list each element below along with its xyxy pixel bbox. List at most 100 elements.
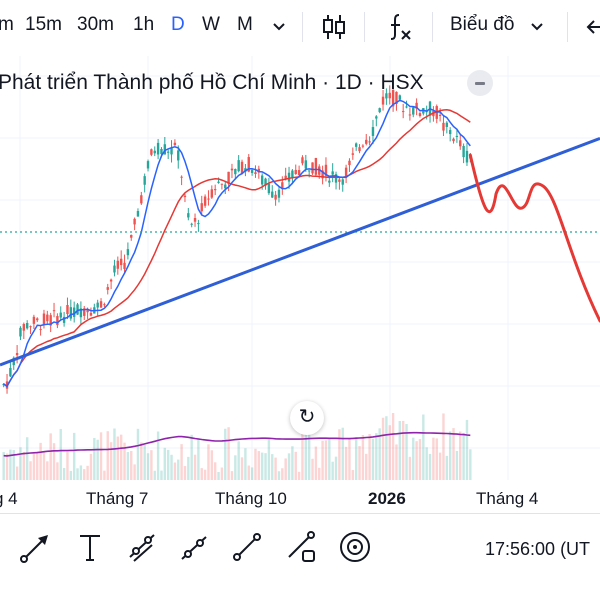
- timeframe-m[interactable]: M: [237, 14, 253, 35]
- candle-body: [193, 218, 197, 222]
- candle-body: [324, 164, 328, 176]
- volume-bar: [264, 453, 267, 480]
- candle-body: [156, 142, 160, 155]
- candle-body: [170, 147, 173, 155]
- volume-bar: [244, 448, 247, 480]
- volume-bar: [448, 431, 452, 480]
- candle-body: [203, 196, 207, 206]
- volume-bar: [344, 446, 348, 480]
- candle-body: [267, 183, 271, 194]
- volume-bar: [452, 428, 455, 480]
- volume-bar: [150, 450, 153, 480]
- candle-body: [153, 150, 156, 154]
- timeframe-partial[interactable]: m: [0, 14, 14, 35]
- volume-bar: [314, 446, 318, 480]
- candle-body: [69, 307, 73, 319]
- timeframe-chevron-down-icon[interactable]: [270, 20, 288, 34]
- volume-bar: [260, 452, 264, 480]
- volume-bar: [271, 454, 274, 480]
- candle-body: [351, 153, 355, 155]
- volume-bar: [25, 437, 29, 480]
- candle-body: [76, 304, 79, 315]
- candle-body: [116, 260, 120, 269]
- volume-bar: [395, 444, 398, 480]
- volume-bar: [5, 453, 9, 480]
- volume-bar: [455, 450, 459, 480]
- candle-body: [395, 91, 398, 105]
- candle-body: [86, 310, 89, 313]
- time-axis-label: Tháng 10: [215, 489, 287, 508]
- volume-bar: [190, 434, 193, 480]
- candle-body: [163, 144, 167, 155]
- volume-bar: [237, 441, 240, 480]
- volume-bar: [213, 462, 217, 480]
- extended-line-tool-icon[interactable]: [283, 529, 319, 565]
- candles-icon[interactable]: [320, 12, 348, 42]
- volume-bar: [187, 456, 190, 480]
- candle-body: [160, 148, 163, 155]
- candle-body: [177, 150, 180, 161]
- arrow-tool-icon[interactable]: [18, 529, 54, 565]
- trend-line-tool-icon[interactable]: [229, 529, 265, 565]
- chart-type-chevron-down-icon[interactable]: [528, 20, 546, 34]
- candle-body: [197, 223, 200, 225]
- timeframe-15m[interactable]: 15m: [25, 14, 62, 35]
- indicators-fx-icon[interactable]: [386, 11, 416, 43]
- volume-bar: [284, 458, 287, 480]
- ray-tool-icon[interactable]: [176, 529, 212, 565]
- volume-bar: [385, 416, 388, 480]
- volume-bar: [166, 449, 170, 480]
- volume-bar: [230, 471, 234, 480]
- candle-body: [19, 327, 22, 337]
- timeframe-30m[interactable]: 30m: [77, 14, 114, 35]
- clock-timezone[interactable]: 17:56:00 (UT: [485, 539, 591, 559]
- cursor-target-icon[interactable]: [337, 529, 373, 565]
- volume-bar: [234, 455, 237, 480]
- volume-bar: [49, 433, 52, 480]
- candle-body: [119, 258, 123, 266]
- time-axis-label: Tháng 7: [86, 489, 149, 508]
- candle-body: [311, 162, 314, 174]
- timeframe-w[interactable]: W: [202, 14, 220, 35]
- reset-chart-button[interactable]: ↻: [290, 401, 324, 435]
- volume-bar: [69, 470, 73, 480]
- text-tool-icon[interactable]: [72, 529, 108, 565]
- collapse-legend-icon[interactable]: [467, 70, 493, 96]
- candle-body: [287, 172, 291, 182]
- candle-body: [405, 106, 408, 108]
- forecast-projection-line: [468, 153, 600, 323]
- volume-bar: [375, 433, 378, 480]
- volume-bar: [418, 439, 422, 480]
- price-chart[interactable]: [0, 56, 600, 480]
- volume-bar: [297, 471, 301, 480]
- volume-bar: [422, 414, 425, 480]
- back-arrow-icon[interactable]: [584, 16, 600, 38]
- candle-body: [32, 316, 36, 324]
- volume-bar: [301, 429, 304, 480]
- volume-bar: [442, 413, 445, 480]
- candle-body: [318, 166, 321, 175]
- volume-bar: [294, 451, 297, 480]
- volume-bar: [133, 464, 136, 480]
- candle-body: [301, 157, 304, 164]
- timeframe-1h[interactable]: 1h: [133, 14, 155, 35]
- volume-bar: [119, 434, 123, 480]
- candle-body: [271, 191, 274, 198]
- chart-type-label[interactable]: Biểu đồ: [450, 14, 515, 35]
- volume-bar: [146, 453, 150, 480]
- volume-bar: [328, 437, 331, 480]
- candle-body: [72, 307, 76, 317]
- timeframe-d[interactable]: D: [171, 14, 185, 35]
- candle-body: [459, 140, 462, 147]
- volume-bar: [36, 451, 39, 480]
- candle-body: [445, 122, 449, 127]
- candle-body: [52, 310, 56, 312]
- volume-bar: [415, 441, 418, 480]
- volume-bar: [180, 444, 183, 480]
- parallel-channel-tool-icon[interactable]: [124, 529, 160, 565]
- support-trendline: [0, 136, 600, 367]
- volume-bar: [465, 419, 469, 480]
- volume-bar: [136, 428, 140, 480]
- candle-body: [365, 139, 368, 144]
- volume-bar: [96, 439, 99, 480]
